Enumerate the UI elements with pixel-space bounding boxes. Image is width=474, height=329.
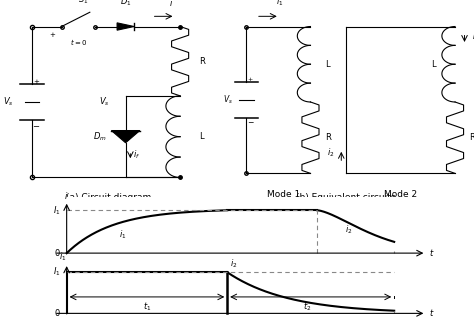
Text: $V_s$: $V_s$ [3, 96, 14, 108]
Text: t: t [429, 249, 433, 258]
Text: $i_1$: $i_1$ [276, 0, 283, 8]
Text: $i_1$: $i_1$ [119, 229, 127, 241]
Text: L: L [199, 132, 204, 141]
Text: $i_2$: $i_2$ [327, 147, 334, 159]
Text: R: R [469, 133, 474, 142]
Text: $i_1$: $i_1$ [59, 251, 67, 263]
Text: $D_1$: $D_1$ [120, 0, 131, 8]
Text: $I_1$: $I_1$ [472, 31, 474, 43]
Polygon shape [117, 23, 134, 30]
Text: −: − [247, 118, 254, 127]
Text: i: i [64, 192, 67, 201]
Text: L: L [431, 60, 436, 69]
Text: t: t [429, 309, 433, 318]
Text: +: + [49, 32, 55, 38]
Text: $i_2$: $i_2$ [345, 223, 353, 236]
Text: 0: 0 [55, 309, 60, 318]
Polygon shape [111, 131, 140, 143]
Text: R: R [199, 57, 205, 66]
Text: $S_1$: $S_1$ [78, 0, 88, 6]
Text: Mode 2: Mode 2 [384, 190, 417, 199]
Text: +: + [247, 77, 253, 82]
Text: R: R [325, 133, 330, 142]
Text: −: − [33, 122, 39, 131]
Text: +: + [33, 79, 39, 85]
Text: i: i [169, 0, 172, 8]
Text: (a) Circuit diagram: (a) Circuit diagram [66, 193, 152, 202]
Text: $t_2$: $t_2$ [303, 300, 312, 313]
Text: $V_s$: $V_s$ [99, 96, 109, 108]
Text: L: L [325, 60, 329, 69]
Text: $V_s$: $V_s$ [223, 94, 232, 106]
Text: $i_f$: $i_f$ [133, 149, 140, 161]
Text: (b) Equivalent circuits: (b) Equivalent circuits [296, 193, 396, 202]
Text: $i_2$: $i_2$ [230, 257, 238, 270]
Text: $t_1$: $t_1$ [143, 300, 151, 313]
Text: Mode 1: Mode 1 [266, 190, 300, 199]
Text: $D_m$: $D_m$ [93, 130, 107, 143]
Text: 0: 0 [55, 249, 60, 258]
Text: $I_1$: $I_1$ [53, 266, 60, 278]
Text: $I_1$: $I_1$ [53, 204, 60, 216]
Text: $t=0$: $t=0$ [70, 37, 87, 47]
